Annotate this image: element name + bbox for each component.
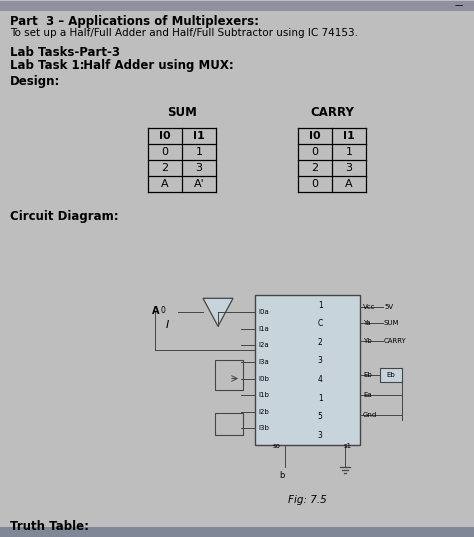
Text: To set up a Half/Full Adder and Half/Full Subtractor using IC 74153.: To set up a Half/Full Adder and Half/Ful… <box>10 27 358 38</box>
Text: 5V: 5V <box>384 304 393 310</box>
Text: Fig: 7.5: Fig: 7.5 <box>288 495 327 505</box>
Text: 1: 1 <box>346 148 353 157</box>
Text: Eb: Eb <box>387 372 395 378</box>
Bar <box>380 368 402 382</box>
Text: —: — <box>455 1 464 10</box>
Text: I1a: I1a <box>258 325 269 331</box>
Text: 1: 1 <box>318 301 322 310</box>
Text: A': A' <box>193 179 204 190</box>
Text: Lab Task 1:: Lab Task 1: <box>10 59 84 71</box>
Text: 0: 0 <box>161 306 166 315</box>
Text: I3a: I3a <box>258 359 269 365</box>
Text: s1: s1 <box>344 443 352 449</box>
Text: 1: 1 <box>195 148 202 157</box>
Text: 0: 0 <box>311 148 319 157</box>
Text: 2: 2 <box>311 163 319 173</box>
Bar <box>215 413 243 435</box>
Text: Yb: Yb <box>363 338 372 344</box>
Text: b: b <box>279 471 285 480</box>
Text: Circuit Diagram:: Circuit Diagram: <box>10 211 118 223</box>
Text: I1: I1 <box>343 132 355 141</box>
Bar <box>0 1 474 11</box>
Text: 3: 3 <box>318 431 322 440</box>
Text: CARRY: CARRY <box>310 105 354 119</box>
Text: 2: 2 <box>318 338 322 347</box>
Text: A: A <box>161 179 169 190</box>
Text: 2: 2 <box>162 163 169 173</box>
Text: Half Adder using MUX:: Half Adder using MUX: <box>75 59 234 71</box>
Text: Design:: Design: <box>10 75 60 88</box>
Text: I0b: I0b <box>258 375 269 381</box>
Text: CARRY: CARRY <box>384 338 407 344</box>
Text: 5: 5 <box>318 412 322 421</box>
Bar <box>255 295 360 445</box>
Text: I1: I1 <box>193 132 205 141</box>
Text: I0: I0 <box>309 132 321 141</box>
Text: 0: 0 <box>311 179 319 190</box>
Text: Gnd: Gnd <box>363 412 377 418</box>
Bar <box>0 527 474 537</box>
Text: 3: 3 <box>318 357 322 365</box>
Text: 3: 3 <box>195 163 202 173</box>
Text: I: I <box>165 320 169 330</box>
Text: A: A <box>345 179 353 190</box>
Text: Eb: Eb <box>363 372 372 378</box>
Text: Vcc: Vcc <box>363 304 375 310</box>
Text: SUM: SUM <box>167 105 197 119</box>
Text: I0: I0 <box>159 132 171 141</box>
Bar <box>215 360 243 390</box>
Text: Ea: Ea <box>363 392 372 398</box>
Text: 1: 1 <box>318 394 322 403</box>
Text: I1b: I1b <box>258 392 269 398</box>
Text: I2a: I2a <box>258 342 269 348</box>
Text: Truth Table:: Truth Table: <box>10 520 89 533</box>
Text: I2b: I2b <box>258 409 269 415</box>
Text: 0: 0 <box>162 148 168 157</box>
Text: Ya: Ya <box>363 320 371 326</box>
Text: I3b: I3b <box>258 425 269 431</box>
Text: A: A <box>152 306 159 316</box>
Text: C: C <box>318 320 323 328</box>
Text: 4: 4 <box>318 375 322 384</box>
Text: 3: 3 <box>346 163 353 173</box>
Text: SUM: SUM <box>384 320 400 326</box>
Text: so: so <box>273 443 281 449</box>
Text: I0a: I0a <box>258 309 269 315</box>
Polygon shape <box>203 298 233 326</box>
Text: Lab Tasks-Part-3: Lab Tasks-Part-3 <box>10 46 120 59</box>
Text: Part  3 – Applications of Multiplexers:: Part 3 – Applications of Multiplexers: <box>10 14 259 27</box>
